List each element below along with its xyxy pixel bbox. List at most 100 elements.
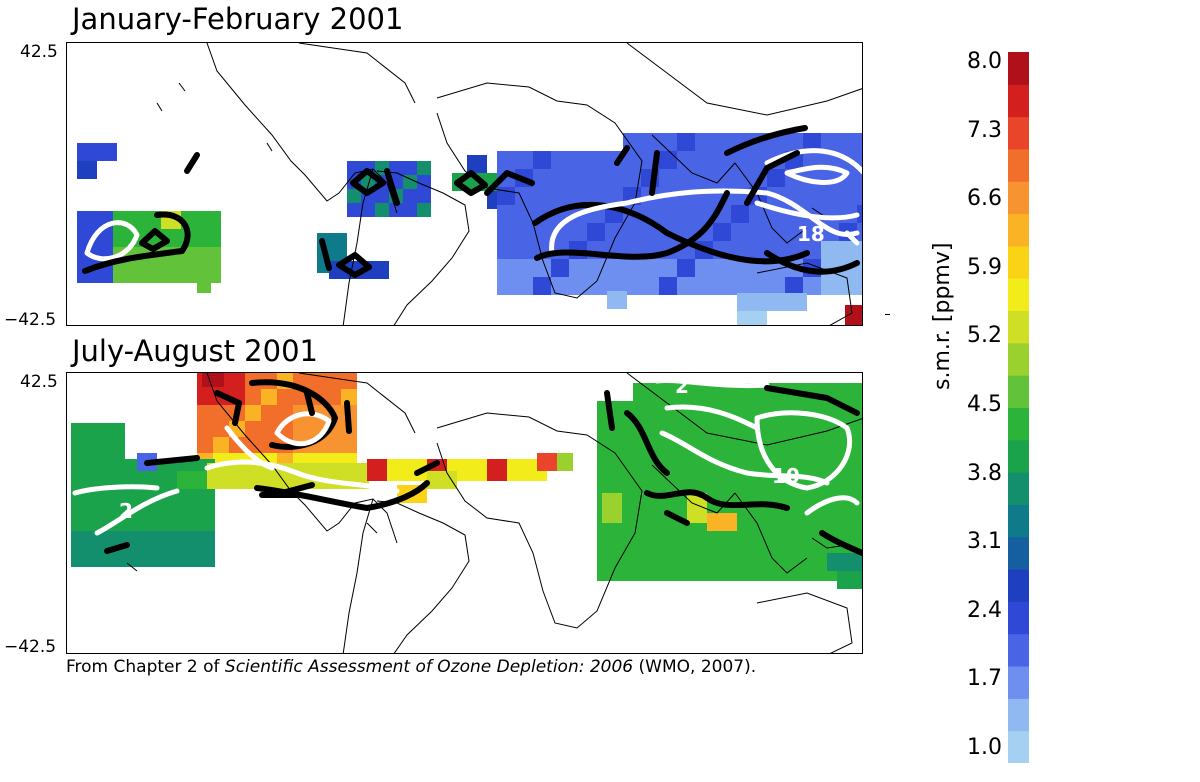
lat-label-top-jul-aug: 42.5 (20, 372, 58, 392)
contour-line-white (654, 377, 770, 389)
grid-cell (615, 419, 633, 437)
grid-cell (659, 151, 677, 169)
grid-cell (803, 151, 821, 169)
grid-cell (857, 277, 862, 295)
grid-cell (849, 437, 862, 455)
grid-cell (731, 169, 749, 187)
contour-line-black (144, 455, 200, 466)
grid-cell (813, 455, 831, 473)
colorbar-segment (1008, 407, 1029, 441)
grid-cell (77, 247, 95, 265)
grid-cell (229, 437, 245, 453)
colorbar-tick-label: 5.2 (967, 323, 1002, 349)
grid-cell (669, 455, 687, 473)
contour-label-jul-aug-3: 10 (772, 464, 800, 488)
grid-cell (615, 473, 633, 491)
grid-cell (89, 513, 107, 531)
grid-cell (551, 151, 569, 169)
colorbar-tick-label: 3.8 (967, 460, 1002, 486)
grid-cell (705, 437, 723, 455)
grid-cell (309, 373, 325, 389)
grid-cell (293, 421, 309, 437)
grid-cell (213, 421, 229, 437)
grid-cell (587, 277, 605, 295)
grid-cell (633, 455, 651, 473)
caption-prefix: From Chapter 2 of (66, 657, 225, 677)
contour-line-black (764, 250, 860, 275)
grid-cell (659, 259, 677, 277)
colorbar-segment (1008, 698, 1029, 732)
grid-cell (569, 277, 587, 295)
contour-line-black (249, 379, 338, 450)
grid-cell (89, 531, 107, 549)
grid-cell (713, 133, 731, 151)
grid-cell (731, 277, 749, 295)
grid-cell (813, 437, 831, 455)
grid-cell (557, 453, 573, 471)
grid-cell (245, 405, 261, 421)
grid-cell (89, 423, 107, 441)
grid-cell (731, 241, 749, 259)
grid-cell (605, 169, 623, 187)
grid-cell (131, 211, 149, 229)
grid-cell (831, 383, 849, 401)
grid-cell (197, 389, 213, 405)
grid-cell (839, 241, 857, 259)
colorbar-segment (1008, 536, 1029, 570)
grid-cell (767, 277, 785, 295)
grid-cell (605, 223, 623, 241)
grid-cell (497, 277, 515, 295)
grid-cell (341, 437, 357, 453)
grid-cell (71, 423, 89, 441)
grid-cell (795, 419, 813, 437)
grid-cell (71, 513, 89, 531)
contour-line-black (532, 201, 810, 265)
contour-line-black (139, 228, 170, 252)
grid-cell (785, 277, 803, 295)
contour-line-black (344, 400, 352, 434)
contour-line-white (784, 164, 850, 185)
grid-cell (615, 437, 633, 455)
colorbar-segment (1008, 310, 1029, 344)
grid-cell (607, 291, 627, 309)
grid-cell (677, 205, 695, 223)
grid-cell (687, 545, 705, 563)
colorbar-segment (1008, 666, 1029, 699)
grid-cell (602, 493, 622, 523)
map-jul-aug-plot: 2 2 10 (71, 373, 862, 653)
contour-line-black (104, 542, 130, 554)
grid-cell (795, 455, 813, 473)
grid-cell (71, 549, 89, 567)
grid-cell (185, 247, 203, 265)
colorbar-tick-label: 4.5 (967, 392, 1002, 417)
grid-cell (597, 527, 615, 545)
colorbar-tick-label: 3.1 (967, 529, 1002, 555)
panel-title-jan-feb: January-February 2001 (72, 2, 404, 36)
grid-cell (795, 545, 813, 563)
grid-cell (731, 259, 749, 277)
grid-cell (705, 545, 723, 563)
grid-cell (821, 133, 839, 151)
grid-cell (225, 463, 243, 489)
grid-cell (597, 455, 615, 473)
grid-cell (89, 441, 107, 459)
grid-cell (597, 545, 615, 563)
contour-line-black (764, 385, 860, 416)
grid-cell (197, 513, 215, 531)
grid-cell (203, 211, 221, 229)
grid-cell (107, 441, 125, 459)
grid-cell (143, 549, 161, 567)
grid-cell (623, 169, 641, 187)
contour-line-white (72, 484, 160, 496)
colorbar-segment (1008, 116, 1029, 150)
grid-cell (587, 187, 605, 205)
grid-cell (669, 419, 687, 437)
contours-jan-feb (82, 125, 862, 278)
grid-cell (417, 175, 431, 189)
grid-cell (777, 455, 795, 473)
colorbar-tick-label: 6.6 (967, 186, 1002, 212)
grid-cell (213, 405, 229, 421)
grid-cell (347, 189, 361, 203)
grid-cell (197, 261, 211, 293)
grid-cell (89, 549, 107, 567)
